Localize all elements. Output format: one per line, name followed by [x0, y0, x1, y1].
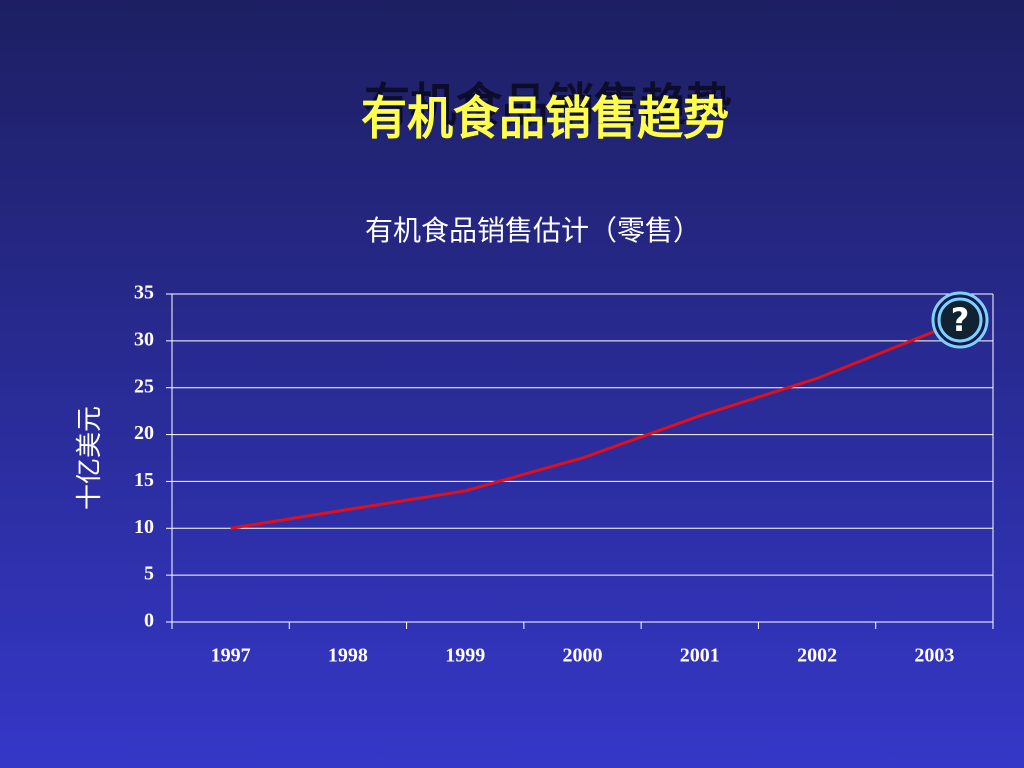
x-tick-label: 2000 — [563, 645, 603, 667]
y-tick-label: 15 — [134, 469, 154, 491]
x-tick-label: 1999 — [445, 645, 485, 667]
x-tick-label: 1997 — [211, 645, 251, 667]
svg-text:?: ? — [951, 301, 970, 339]
plot-area: 0 5 10 15 20 25 30 35 1997 1998 1999 2000 2001 2002 20… — [134, 282, 994, 667]
x-tick-label: 2003 — [914, 645, 954, 667]
title-shadow: 有机食品销售趋势 — [364, 78, 732, 132]
chart-title: 有机食品销售趋势 — [361, 91, 729, 145]
y-tick-label: 35 — [134, 282, 154, 304]
x-tick-label: 2001 — [680, 645, 720, 667]
y-tick-label: 20 — [134, 422, 154, 444]
x-tick-label: 1998 — [328, 645, 368, 667]
y-tick-label: 10 — [134, 516, 154, 538]
y-tick-label: 0 — [144, 610, 154, 632]
data-line — [230, 330, 935, 530]
help-icon[interactable]: ? — [931, 291, 989, 349]
y-tick-label: 5 — [144, 563, 154, 585]
x-tick-label: 2002 — [797, 645, 837, 667]
y-axis-label: 十亿美元 — [75, 406, 105, 510]
chart-subtitle: 有机食品销售估计（零售） — [365, 214, 701, 247]
y-tick-label: 25 — [134, 375, 154, 397]
y-tick-label: 30 — [134, 328, 154, 350]
